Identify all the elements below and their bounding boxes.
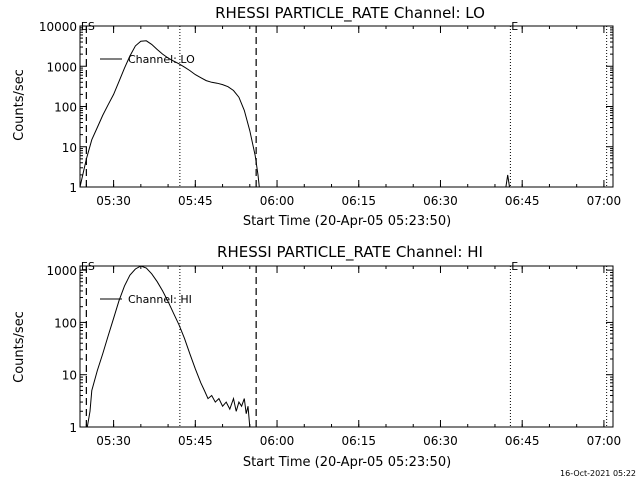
x-axis-label: Start Time (20-Apr-05 05:23:50) bbox=[243, 455, 451, 470]
plot-frame bbox=[79, 265, 614, 428]
x-tick-label: 07:00 bbox=[587, 434, 622, 448]
x-tick-label: 05:30 bbox=[96, 194, 131, 208]
chart-title: RHESSI PARTICLE_RATE Channel: HI bbox=[217, 243, 483, 262]
data-series bbox=[79, 40, 510, 188]
x-tick-label: 06:00 bbox=[260, 434, 295, 448]
x-tick-label: 06:30 bbox=[423, 194, 458, 208]
marker-label: E bbox=[511, 20, 518, 33]
panel-hi: RHESSI PARTICLE_RATE Channel: HI 05:30 05… bbox=[12, 243, 621, 470]
marker-label: E bbox=[511, 260, 518, 273]
reference-lines bbox=[85, 266, 608, 427]
spike-line bbox=[505, 174, 510, 188]
legend: Channel: HI bbox=[100, 293, 192, 306]
y-tick-label: 10000 bbox=[39, 20, 77, 34]
x-tick-label: 06:45 bbox=[505, 194, 540, 208]
x-tick-label: 06:15 bbox=[341, 434, 376, 448]
y-tick-label: 100 bbox=[54, 316, 77, 330]
legend-label: Channel: HI bbox=[128, 293, 192, 306]
x-tick-label: 05:45 bbox=[178, 194, 213, 208]
y-tick-label: 10 bbox=[62, 369, 77, 383]
x-tick-label: 06:15 bbox=[341, 194, 376, 208]
x-tick-label: 05:45 bbox=[178, 434, 213, 448]
chart-title: RHESSI PARTICLE_RATE Channel: LO bbox=[215, 4, 485, 23]
marker-label: ES bbox=[81, 20, 95, 33]
legend-label: Channel: LO bbox=[128, 53, 195, 66]
series-line bbox=[86, 265, 251, 428]
legend: Channel: LO bbox=[100, 53, 195, 66]
y-axis-label: Counts/sec bbox=[12, 69, 27, 141]
timestamp: 16-Oct-2021 05:22 bbox=[560, 469, 636, 478]
marker-label: ES bbox=[81, 260, 95, 273]
x-tick-label: 07:00 bbox=[587, 194, 622, 208]
x-axis-label: Start Time (20-Apr-05 05:23:50) bbox=[243, 214, 451, 229]
x-tick-label: 06:30 bbox=[423, 434, 458, 448]
y-axis-label: Counts/sec bbox=[12, 311, 27, 383]
y-tick-label: 1 bbox=[69, 181, 77, 195]
axis-ticks bbox=[80, 266, 613, 428]
panel-lo: RHESSI PARTICLE_RATE Channel: LO 05:30 05… bbox=[12, 4, 621, 229]
y-tick-label: 1000 bbox=[46, 264, 77, 278]
y-tick-label: 1000 bbox=[46, 60, 77, 74]
plot-frame bbox=[79, 25, 614, 188]
axis-ticks bbox=[80, 25, 613, 188]
x-tick-label: 06:00 bbox=[260, 194, 295, 208]
y-tick-label: 10 bbox=[62, 141, 77, 155]
x-tick-label: 05:30 bbox=[96, 434, 131, 448]
series-line bbox=[79, 40, 260, 188]
tick-labels: 05:30 05:45 06:00 06:15 06:30 06:45 07:00 1 10 10… bbox=[46, 264, 621, 448]
y-tick-label: 1 bbox=[69, 421, 77, 435]
data-series bbox=[86, 265, 251, 428]
reference-lines bbox=[85, 26, 608, 187]
x-tick-label: 06:45 bbox=[505, 434, 540, 448]
time-markers: ES E bbox=[81, 20, 518, 33]
y-tick-label: 100 bbox=[54, 101, 77, 115]
time-markers: ES E bbox=[81, 260, 518, 273]
tick-labels: 05:30 05:45 06:00 06:15 06:30 06:45 07:00 1 10 10… bbox=[39, 20, 621, 208]
